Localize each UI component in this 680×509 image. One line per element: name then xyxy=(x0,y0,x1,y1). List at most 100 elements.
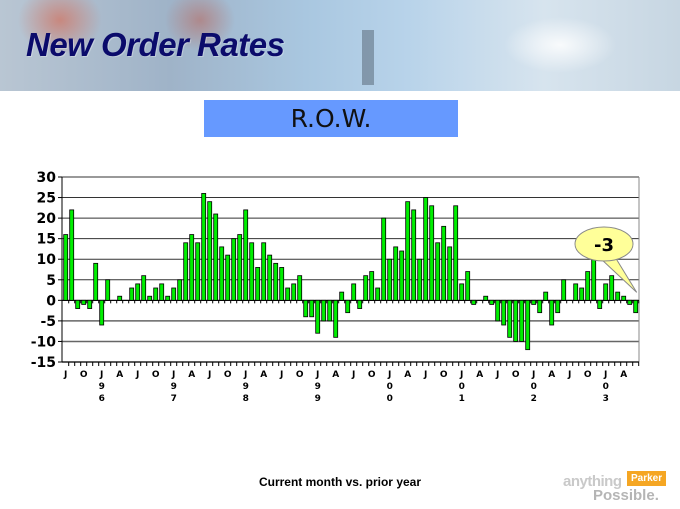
bar-1998-10 xyxy=(297,275,303,301)
y-tick-label: 5 xyxy=(46,273,56,289)
x-tick-label: J xyxy=(315,370,319,380)
x-tick-label: J xyxy=(495,370,499,380)
bar-1995-08 xyxy=(69,209,75,301)
bar-1999-10 xyxy=(369,271,375,301)
bar-1997-05 xyxy=(195,242,201,301)
x-year-label: 9 xyxy=(99,382,105,392)
bar-2000-12 xyxy=(453,205,459,301)
x-tick-label: A xyxy=(620,370,627,380)
bar-1999-02 xyxy=(321,299,327,322)
bar-2000-03 xyxy=(399,250,405,301)
bar-1998-12 xyxy=(309,299,315,318)
x-tick-label: A xyxy=(332,370,339,380)
bar-2003-06 xyxy=(633,299,639,314)
bar-1997-08 xyxy=(213,213,219,301)
bar-2000-08 xyxy=(429,205,435,301)
x-tick-label: A xyxy=(404,370,411,380)
x-tick-label: J xyxy=(207,370,211,380)
x-tick-label: J xyxy=(459,370,463,380)
x-year-label: 0 xyxy=(459,382,465,392)
y-tick-label: 0 xyxy=(46,293,56,309)
x-tick-label: J xyxy=(351,370,355,380)
bar-1996-06 xyxy=(129,287,135,301)
page-title: New Order Rates xyxy=(26,26,285,63)
bar-1996-07 xyxy=(135,283,141,301)
bar-2001-05 xyxy=(483,295,489,301)
bar-1997-04 xyxy=(189,234,195,301)
y-tick-label: 20 xyxy=(37,211,57,227)
bar-1998-07 xyxy=(279,267,285,301)
x-year-label: 6 xyxy=(99,394,105,404)
bar-2002-04 xyxy=(549,299,555,326)
bar-1999-07 xyxy=(351,283,357,301)
x-year-label: 9 xyxy=(171,382,177,392)
bar-2000-04 xyxy=(405,201,411,301)
bar-1997-03 xyxy=(183,242,189,301)
x-year-label: 9 xyxy=(315,382,321,392)
chart-caption: Current month vs. prior year xyxy=(258,475,422,489)
x-tick-label: A xyxy=(548,370,555,380)
bar-1998-09 xyxy=(291,283,297,301)
bar-2000-05 xyxy=(411,209,417,301)
bar-1998-03 xyxy=(255,267,261,301)
bar-1997-01 xyxy=(171,287,177,301)
y-tick-label: -15 xyxy=(31,355,56,371)
bar-2000-07 xyxy=(423,197,429,301)
oil-rig-image xyxy=(362,30,374,85)
callout-text: -3 xyxy=(594,235,614,256)
bar-2001-03 xyxy=(471,299,477,305)
x-tick-label: J xyxy=(423,370,427,380)
bar-2001-07 xyxy=(495,299,501,322)
x-year-label: 0 xyxy=(531,382,537,392)
x-year-label: 9 xyxy=(243,382,249,392)
bar-1996-01 xyxy=(99,299,105,326)
x-year-label: 9 xyxy=(315,394,321,404)
x-year-label: 1 xyxy=(459,394,465,404)
bar-2001-10 xyxy=(513,299,519,342)
header-banner: New Order Rates xyxy=(0,0,680,91)
x-tick-label: J xyxy=(99,370,103,380)
bar-1995-11 xyxy=(87,299,93,309)
x-tick-label: J xyxy=(243,370,247,380)
bar-1995-09 xyxy=(75,299,81,309)
bar-2001-08 xyxy=(501,299,507,326)
x-tick-label: A xyxy=(260,370,267,380)
x-tick-label: A xyxy=(476,370,483,380)
bar-2002-12 xyxy=(597,299,603,309)
x-tick-label: J xyxy=(279,370,283,380)
logo-text-anything: anything xyxy=(563,473,622,490)
x-tick-label: J xyxy=(603,370,607,380)
bar-2000-09 xyxy=(435,242,441,301)
y-tick-label: 10 xyxy=(37,252,57,268)
bar-2002-01 xyxy=(531,299,537,305)
y-tick-label: -10 xyxy=(31,334,57,350)
bar-2001-02 xyxy=(465,271,471,301)
x-tick-label: O xyxy=(512,370,520,380)
bar-1998-08 xyxy=(285,287,291,301)
bar-1997-02 xyxy=(177,279,183,301)
bar-1999-11 xyxy=(375,287,381,301)
bar-2001-01 xyxy=(459,283,465,301)
y-tick-label: 25 xyxy=(37,191,56,207)
bar-2002-03 xyxy=(543,291,549,301)
x-tick-label: O xyxy=(224,370,232,380)
x-year-label: 3 xyxy=(603,394,609,404)
bar-1997-10 xyxy=(225,254,231,301)
bar-1996-08 xyxy=(141,275,147,301)
bar-1996-02 xyxy=(105,279,111,301)
x-tick-label: J xyxy=(567,370,571,380)
y-tick-label: 15 xyxy=(37,232,56,248)
x-year-label: 0 xyxy=(387,382,393,392)
bar-2002-09 xyxy=(579,287,585,301)
region-label-box: R.O.W. xyxy=(204,100,458,137)
bar-1995-07 xyxy=(63,234,69,301)
bar-2002-10 xyxy=(585,271,591,301)
bar-2002-02 xyxy=(537,299,543,314)
bar-1995-12 xyxy=(93,262,99,301)
bar-2002-11 xyxy=(591,258,597,301)
bar-1995-10 xyxy=(81,299,87,305)
logo-text-parker: Parker xyxy=(627,471,667,486)
x-year-label: 2 xyxy=(531,394,537,404)
x-tick-label: O xyxy=(368,370,376,380)
